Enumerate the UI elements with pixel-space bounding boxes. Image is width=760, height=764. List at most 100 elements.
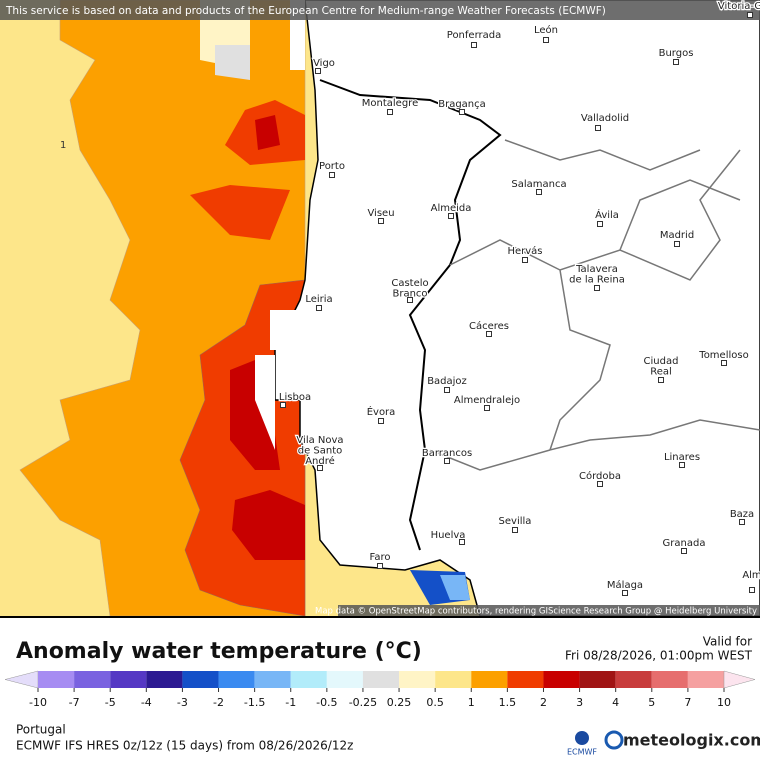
city-marker <box>597 481 603 487</box>
city-marker <box>377 563 383 569</box>
city-label: Bragança <box>438 99 486 110</box>
city-marker <box>486 331 492 337</box>
scale-bin <box>399 671 436 688</box>
city-marker <box>674 241 680 247</box>
brand-logo <box>604 730 624 750</box>
city-label: Cáceres <box>469 320 509 332</box>
city-marker <box>459 539 465 545</box>
scale-tick-label: 7 <box>684 696 691 709</box>
scale-bin <box>435 671 472 688</box>
city-label: Valladolid <box>581 113 629 124</box>
scale-bin <box>182 671 219 688</box>
city-marker <box>512 527 518 533</box>
scale-tick-label: 1 <box>468 696 475 709</box>
city-label: Évora <box>367 405 396 418</box>
city-label: Madrid <box>660 230 694 241</box>
city-marker <box>747 12 753 18</box>
scale-bin <box>254 671 291 688</box>
city-marker <box>329 172 335 178</box>
city-label: Granada <box>663 538 706 549</box>
scale-bin <box>38 671 75 688</box>
city-label: Porto <box>319 161 345 172</box>
city-marker <box>444 458 450 464</box>
scale-bin <box>579 671 616 688</box>
city-marker <box>387 109 393 115</box>
city-label: Vigo <box>313 58 335 69</box>
city-label: Sevilla <box>499 516 532 527</box>
city-marker <box>536 189 542 195</box>
city-marker <box>444 387 450 393</box>
city-label: Vitoria-G <box>718 1 760 12</box>
city-label: Castelo <box>391 278 428 289</box>
city-marker <box>749 587 755 593</box>
city-label: Ávila <box>595 208 619 221</box>
city-marker <box>658 377 664 383</box>
city-marker <box>280 402 286 408</box>
city-label: de la Reina <box>569 275 625 286</box>
city-label: Linares <box>664 452 700 463</box>
city-label: Baza <box>730 509 754 520</box>
city-label: Branco <box>392 289 427 300</box>
city-label: Viseu <box>367 208 394 219</box>
city-label: Ciudad <box>644 356 679 367</box>
city-marker <box>315 68 321 74</box>
scale-tick-label: 2 <box>540 696 547 709</box>
city-label: Alm <box>742 570 760 581</box>
scale-tick-label: -1 <box>285 696 296 709</box>
city-marker <box>471 42 477 48</box>
city-label: Talavera <box>575 264 618 275</box>
city-label: Leiria <box>305 294 332 305</box>
scale-tick-label: -5 <box>105 696 116 709</box>
scale-tick-label: -7 <box>69 696 80 709</box>
scale-tick-label: -2 <box>213 696 224 709</box>
city-marker <box>522 257 528 263</box>
scale-tick-label: -1.5 <box>244 696 265 709</box>
scale-arrow-high <box>723 670 756 689</box>
ecmwf: ECMWF <box>567 748 597 757</box>
scale-bin <box>615 671 652 688</box>
city-marker <box>378 218 384 224</box>
city-label: Almeida <box>431 203 472 214</box>
city-marker <box>407 297 413 303</box>
city-marker <box>681 548 687 554</box>
scale-tick-label: 10 <box>717 696 731 709</box>
city-label: Burgos <box>659 48 694 59</box>
city-label: Córdoba <box>579 470 621 482</box>
city-label: de Santo <box>298 446 343 457</box>
city-marker <box>378 418 384 424</box>
ecmwf-logo <box>575 731 589 745</box>
city-marker <box>679 462 685 468</box>
city-label: Salamanca <box>511 179 566 190</box>
city-marker <box>448 213 454 219</box>
city-marker <box>317 465 323 471</box>
city-marker <box>543 37 549 43</box>
city-marker <box>316 305 322 311</box>
color-scale: -10 -7 -5 -4 -3 -2 -1.5 -1 -0.5 -0.25 0.25 0.5 1 1.5 2… <box>4 670 756 709</box>
city-labels: Vitoria-G Ponferrada León Burgos Vigo Montale… <box>278 0 760 596</box>
city-marker <box>721 360 727 366</box>
valid-time: Fri 08/28/2026, 01:00pm WEST <box>565 649 753 663</box>
city-label: Faro <box>370 552 391 563</box>
city-label: Vila Nova <box>296 435 343 446</box>
city-marker <box>739 519 745 525</box>
scale-bin <box>218 671 255 688</box>
city-marker <box>459 109 465 115</box>
scale-tick-label: 5 <box>648 696 655 709</box>
city-label: Málaga <box>607 579 643 591</box>
city-label: Real <box>650 367 672 378</box>
brand: meteologix.com <box>623 731 760 750</box>
model-info: ECMWF IFS HRES 0z/12z (15 days) from 08/… <box>16 739 353 753</box>
city-marker <box>595 125 601 131</box>
scale-bin <box>687 671 724 688</box>
scale-bin <box>326 671 363 688</box>
city-marker <box>597 221 603 227</box>
city-label: Ponferrada <box>447 30 501 41</box>
scale-bin <box>362 671 400 688</box>
scale-tick-label: 0.25 <box>387 696 412 709</box>
scale-bin <box>471 671 508 688</box>
scale-bin <box>651 671 688 688</box>
scale-tick-label: -3 <box>177 696 188 709</box>
map <box>0 0 760 617</box>
city-label: André <box>305 455 335 467</box>
scale-arrow-low <box>4 670 39 689</box>
